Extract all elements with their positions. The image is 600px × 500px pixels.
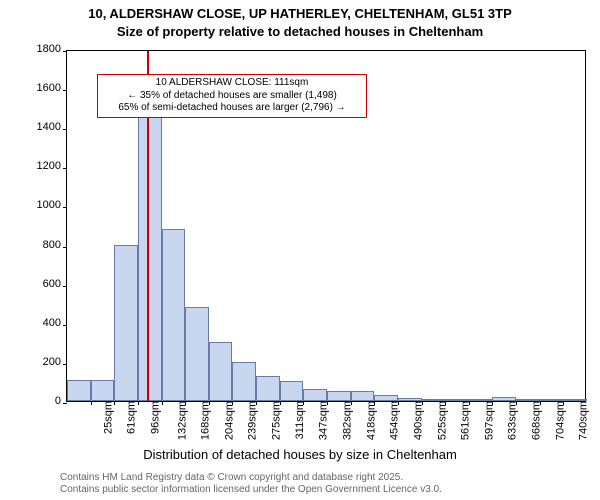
y-tick-label: 400: [43, 317, 67, 329]
x-tick-mark: [492, 401, 493, 405]
x-tick-mark: [398, 401, 399, 405]
x-tick-mark: [138, 401, 139, 405]
histogram-bar: [138, 110, 162, 401]
x-tick-label: 418sqm: [363, 401, 377, 440]
x-tick-mark: [563, 401, 564, 405]
x-tick-label: 311sqm: [292, 401, 306, 439]
x-tick-label: 132sqm: [174, 401, 188, 440]
annotation-line1: 10 ALDERSHAW CLOSE: 111sqm: [102, 77, 362, 90]
x-tick-label: 275sqm: [269, 401, 283, 440]
x-tick-mark: [209, 401, 210, 405]
footer-line2: Contains public sector information licen…: [60, 484, 442, 496]
x-tick-label: 525sqm: [434, 401, 448, 440]
x-tick-label: 347sqm: [316, 401, 330, 440]
x-tick-mark: [540, 401, 541, 405]
x-axis-label: Distribution of detached houses by size …: [0, 447, 600, 462]
figure-title-line2: Size of property relative to detached ho…: [0, 24, 600, 39]
annotation-line3: 65% of semi-detached houses are larger (…: [102, 102, 362, 115]
x-tick-mark: [327, 401, 328, 405]
property-annotation: 10 ALDERSHAW CLOSE: 111sqm ← 35% of deta…: [97, 74, 367, 118]
x-tick-label: 633sqm: [505, 401, 519, 440]
histogram-bar: [256, 376, 280, 401]
x-tick-mark: [232, 401, 233, 405]
x-tick-label: 561sqm: [458, 401, 472, 440]
histogram-bar: [232, 362, 256, 401]
y-tick-label: 600: [43, 278, 67, 290]
x-tick-label: 96sqm: [147, 401, 161, 434]
x-tick-mark: [516, 401, 517, 405]
x-tick-mark: [351, 401, 352, 405]
x-tick-mark: [469, 401, 470, 405]
y-tick-label: 1200: [37, 160, 67, 172]
x-tick-label: 740sqm: [576, 401, 590, 440]
x-tick-label: 204sqm: [221, 401, 235, 440]
histogram-bar: [351, 391, 375, 401]
x-tick-label: 454sqm: [387, 401, 401, 440]
histogram-bar: [280, 381, 304, 401]
plot-area: 02004006008001000120014001600180025sqm61…: [66, 50, 586, 402]
x-tick-label: 704sqm: [552, 401, 566, 440]
annotation-line2: ← 35% of detached houses are smaller (1,…: [102, 90, 362, 103]
x-tick-label: 597sqm: [481, 401, 495, 440]
histogram-bar: [67, 380, 91, 402]
y-tick-label: 1400: [37, 121, 67, 133]
y-tick-label: 800: [43, 239, 67, 251]
x-tick-label: 25sqm: [100, 401, 114, 434]
histogram-bar: [303, 389, 327, 401]
x-tick-mark: [91, 401, 92, 405]
x-tick-label: 490sqm: [410, 401, 424, 440]
y-tick-label: 0: [55, 395, 67, 407]
y-tick-label: 1000: [37, 199, 67, 211]
y-tick-label: 1800: [37, 43, 67, 55]
x-tick-mark: [303, 401, 304, 405]
x-tick-mark: [114, 401, 115, 405]
histogram-bar: [185, 307, 209, 401]
x-tick-label: 61sqm: [124, 401, 138, 434]
figure: 10, ALDERSHAW CLOSE, UP HATHERLEY, CHELT…: [0, 0, 600, 500]
x-tick-label: 382sqm: [340, 401, 354, 440]
y-tick-label: 1600: [37, 82, 67, 94]
x-tick-mark: [445, 401, 446, 405]
histogram-bar: [91, 380, 115, 402]
histogram-bar: [162, 229, 186, 401]
x-tick-mark: [185, 401, 186, 405]
histogram-bar: [114, 245, 138, 401]
x-tick-mark: [256, 401, 257, 405]
figure-title-line1: 10, ALDERSHAW CLOSE, UP HATHERLEY, CHELT…: [0, 6, 600, 21]
x-tick-label: 168sqm: [198, 401, 212, 440]
x-tick-mark: [374, 401, 375, 405]
x-tick-mark: [280, 401, 281, 405]
histogram-bar: [209, 342, 233, 401]
x-tick-label: 668sqm: [529, 401, 543, 440]
x-tick-mark: [422, 401, 423, 405]
histogram-bar: [327, 391, 351, 401]
footer-line1: Contains HM Land Registry data © Crown c…: [60, 472, 442, 484]
footer: Contains HM Land Registry data © Crown c…: [60, 472, 442, 496]
x-tick-mark: [162, 401, 163, 405]
y-tick-label: 200: [43, 356, 67, 368]
x-tick-label: 239sqm: [245, 401, 259, 440]
